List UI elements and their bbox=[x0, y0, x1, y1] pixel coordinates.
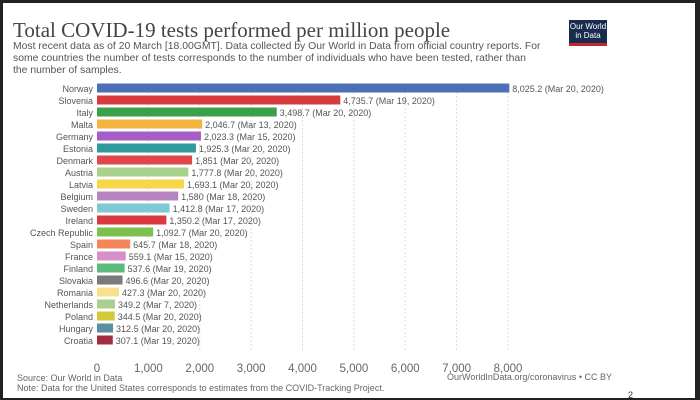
category-label: Germany bbox=[56, 132, 94, 142]
value-label: 645.7 (Mar 18, 2020) bbox=[133, 240, 217, 250]
category-label: Malta bbox=[71, 120, 93, 130]
value-label: 1,777.8 (Mar 20, 2020) bbox=[191, 168, 283, 178]
category-label: Slovenia bbox=[58, 96, 93, 106]
x-tick-label: 2,000 bbox=[185, 363, 214, 375]
value-label: 496.6 (Mar 20, 2020) bbox=[126, 276, 210, 286]
value-label: 1,851 (Mar 20, 2020) bbox=[195, 156, 279, 166]
category-label: Finland bbox=[63, 264, 93, 274]
value-label: 312.5 (Mar 20, 2020) bbox=[116, 324, 200, 334]
category-label: Austria bbox=[65, 168, 93, 178]
category-label: Ireland bbox=[65, 216, 93, 226]
bar-denmark bbox=[97, 155, 193, 165]
bar-sweden bbox=[97, 203, 170, 213]
value-label: 4,735.7 (Mar 19, 2020) bbox=[343, 96, 435, 106]
bar-romania bbox=[97, 287, 119, 297]
bar-belgium bbox=[97, 191, 179, 201]
category-label: Latvia bbox=[69, 180, 93, 190]
value-label: 2,046.7 (Mar 13, 2020) bbox=[205, 120, 297, 130]
value-label: 349.2 (Mar 7, 2020) bbox=[118, 300, 197, 310]
category-label: Poland bbox=[65, 312, 93, 322]
category-label: Denmark bbox=[56, 156, 93, 166]
bar-netherlands bbox=[97, 299, 115, 309]
bar-spain bbox=[97, 239, 131, 249]
category-label: Italy bbox=[76, 108, 93, 118]
value-label: 3,498.7 (Mar 20, 2020) bbox=[280, 108, 372, 118]
category-label: Norway bbox=[62, 84, 93, 94]
value-label: 1,412.8 (Mar 17, 2020) bbox=[173, 204, 265, 214]
category-label: Czech Republic bbox=[30, 228, 94, 238]
value-label: 559.1 (Mar 15, 2020) bbox=[129, 252, 213, 262]
category-label: Estonia bbox=[63, 144, 93, 154]
category-label: France bbox=[65, 252, 93, 262]
category-label: Spain bbox=[70, 240, 93, 250]
page-number: 2 bbox=[628, 390, 634, 400]
bar-croatia bbox=[97, 335, 113, 345]
note-text: Note: Data for the United States corresp… bbox=[17, 383, 385, 393]
bar-malta bbox=[97, 119, 203, 129]
x-tick-label: 3,000 bbox=[237, 363, 266, 375]
bar-slovenia bbox=[97, 95, 341, 105]
bar-ireland bbox=[97, 215, 167, 225]
chart-subtitle: Most recent data as of 20 March [18.00GM… bbox=[13, 41, 541, 76]
category-label: Croatia bbox=[64, 336, 93, 346]
x-tick-label: 0 bbox=[94, 363, 100, 375]
value-label: 1,925.3 (Mar 20, 2020) bbox=[199, 144, 291, 154]
bar-france bbox=[97, 251, 126, 261]
x-tick-label: 7,000 bbox=[442, 363, 471, 375]
value-label: 1,350.2 (Mar 17, 2020) bbox=[169, 216, 261, 226]
category-label: Hungary bbox=[59, 324, 94, 334]
x-tick-label: 1,000 bbox=[134, 363, 163, 375]
category-label: Sweden bbox=[60, 204, 93, 214]
bar-austria bbox=[97, 167, 189, 177]
owid-logo[interactable]: Our World in Data bbox=[569, 20, 607, 46]
category-label: Slovakia bbox=[59, 276, 93, 286]
source-text: Source: Our World in Data bbox=[17, 373, 123, 383]
category-label: Romania bbox=[57, 288, 93, 298]
bar-czech-republic bbox=[97, 227, 154, 237]
bar-hungary bbox=[97, 323, 114, 333]
value-label: 427.3 (Mar 20, 2020) bbox=[122, 288, 206, 298]
value-label: 1,580 (Mar 18, 2020) bbox=[181, 192, 265, 202]
logo-line1: Our World bbox=[569, 22, 607, 31]
bar-germany bbox=[97, 131, 201, 141]
chart-title: Total COVID-19 tests performed per milli… bbox=[13, 18, 451, 42]
value-label: 307.1 (Mar 19, 2020) bbox=[116, 336, 200, 346]
logo-line2: in Data bbox=[575, 31, 601, 40]
category-label: Belgium bbox=[60, 192, 93, 202]
bar-norway bbox=[97, 83, 510, 93]
value-label: 344.5 (Mar 20, 2020) bbox=[118, 312, 202, 322]
x-tick-label: 5,000 bbox=[339, 363, 368, 375]
x-tick-label: 6,000 bbox=[391, 363, 420, 375]
bar-finland bbox=[97, 263, 125, 273]
category-label: Netherlands bbox=[44, 300, 93, 310]
value-label: 8,025.2 (Mar 20, 2020) bbox=[512, 84, 604, 94]
bar-estonia bbox=[97, 143, 196, 153]
x-tick-label: 4,000 bbox=[288, 363, 317, 375]
credit-link[interactable]: OurWorldInData.org/coronavirus • CC BY bbox=[447, 372, 613, 382]
bar-italy bbox=[97, 107, 277, 117]
value-label: 2,023.3 (Mar 15, 2020) bbox=[204, 132, 296, 142]
value-label: 1,092.7 (Mar 20, 2020) bbox=[156, 228, 248, 238]
bar-slovakia bbox=[97, 275, 123, 285]
value-label: 537.6 (Mar 19, 2020) bbox=[128, 264, 212, 274]
bar-poland bbox=[97, 311, 115, 321]
value-label: 1,693.1 (Mar 20, 2020) bbox=[187, 180, 279, 190]
bar-latvia bbox=[97, 179, 184, 189]
x-tick-label: 8,000 bbox=[494, 363, 523, 375]
